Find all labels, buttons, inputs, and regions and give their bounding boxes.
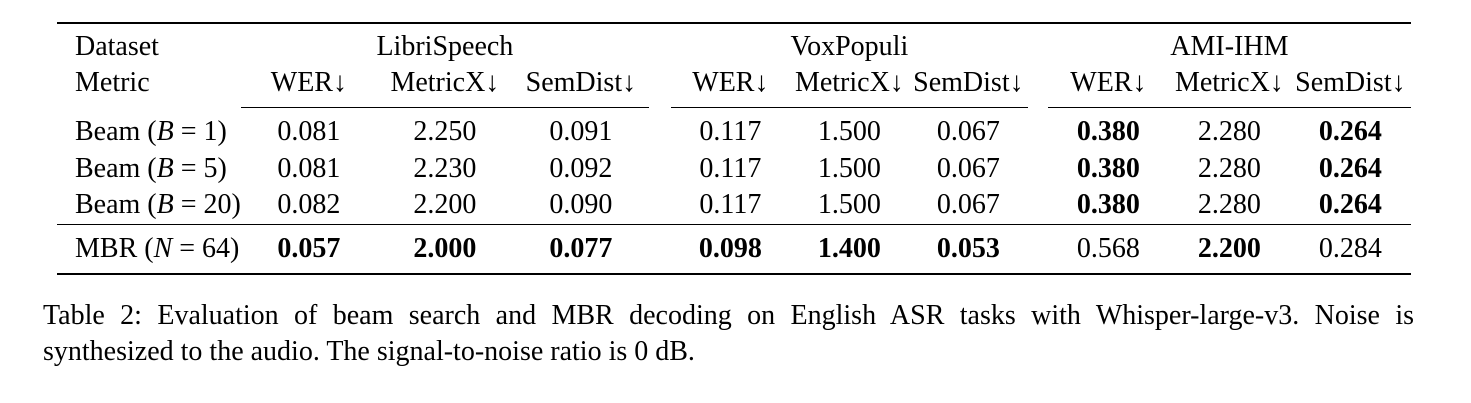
dataset-group-ami-ihm: AMI-IHM (1170, 30, 1289, 62)
value-cell-best: 0.380 (1076, 189, 1140, 221)
value-cell-best: 0.077 (512, 223, 649, 274)
row-label-beam-1: Beam (B = 1) (57, 107, 241, 150)
column-header-ami-metricx: MetricX↓ (1168, 65, 1290, 108)
column-spacer (649, 187, 671, 224)
math-variable: N (153, 232, 173, 264)
dataset-header-row: Dataset LibriSpeech VoxPopuli AMI-IHM (57, 23, 1411, 65)
value-cell-best: 0.053 (908, 223, 1028, 274)
value-cell-best: 2.000 (376, 223, 513, 274)
column-spacer (649, 65, 671, 107)
column-spacer (1028, 150, 1048, 187)
column-header-librispeech-metricx: MetricX↓ (376, 65, 513, 108)
results-table: Dataset LibriSpeech VoxPopuli AMI-IHM Me… (57, 22, 1411, 275)
column-spacer (1028, 23, 1048, 65)
row-label-text: Beam ( (75, 115, 157, 147)
metric-header-row: Metric WER↓ MetricX↓ SemDist↓ WER↓ Metri… (57, 65, 1411, 108)
value-cell: 1.500 (817, 189, 881, 221)
table-row-beam-20: Beam (B = 20) 0.082 2.200 0.090 0.117 1.… (57, 187, 1411, 224)
math-variable: B (156, 152, 174, 184)
metric-header-label: Metric (75, 67, 150, 98)
value-cell: 0.081 (277, 115, 341, 147)
value-cell: 0.081 (277, 152, 341, 184)
value-cell: 0.091 (549, 115, 613, 147)
value-cell: 2.280 (1197, 152, 1261, 184)
dataset-group-voxpopuli: VoxPopuli (790, 30, 909, 62)
column-header-voxpopuli-semdist: SemDist↓ (908, 65, 1028, 108)
row-label-beam-20: Beam (B = 20) (57, 187, 241, 224)
value-cell: 1.500 (817, 115, 881, 147)
column-spacer (1028, 107, 1048, 150)
column-header-librispeech-semdist: SemDist↓ (512, 65, 649, 108)
value-cell-best: 0.380 (1076, 115, 1140, 147)
table-caption: Table 2: Evaluation of beam search and M… (43, 298, 1414, 370)
table-caption-line-1: Table 2: Evaluation of beam search and M… (43, 300, 1414, 331)
column-spacer (1027, 223, 1048, 274)
column-header-voxpopuli-metricx: MetricX↓ (789, 65, 909, 108)
value-cell: 0.067 (936, 152, 1000, 184)
row-label-beam-5: Beam (B = 5) (57, 150, 241, 187)
value-cell: 2.230 (413, 152, 477, 184)
table-row-mbr-64: MBR (N = 64) 0.057 2.000 0.077 0.098 1.4… (57, 223, 1411, 274)
row-label-text: = 64) (172, 232, 240, 264)
dataset-group-librispeech: LibriSpeech (376, 30, 514, 62)
column-spacer (648, 223, 671, 274)
value-cell: 0.117 (699, 152, 762, 184)
value-cell: 1.500 (817, 152, 881, 184)
value-cell-best: 2.200 (1168, 223, 1290, 274)
value-cell-best: 0.098 (670, 223, 790, 274)
row-label-text: = 20) (173, 189, 241, 221)
value-cell: 2.250 (413, 115, 477, 147)
column-spacer (649, 23, 671, 65)
column-header-voxpopuli-wer: WER↓ (670, 65, 790, 108)
value-cell: 0.092 (549, 152, 613, 184)
value-cell: 0.117 (699, 189, 762, 221)
value-cell: 0.568 (1047, 223, 1169, 274)
math-variable: B (156, 115, 174, 147)
table-row-beam-1: Beam (B = 1) 0.081 2.250 0.091 0.117 1.5… (57, 107, 1411, 150)
column-spacer (649, 150, 671, 187)
table-caption-line-2: synthesized to the audio. The signal-to-… (43, 336, 695, 367)
value-cell: 0.067 (936, 189, 1000, 221)
column-header-ami-wer: WER↓ (1047, 65, 1169, 108)
value-cell-best: 0.264 (1318, 115, 1382, 147)
row-label-text: Beam ( (75, 189, 157, 221)
value-cell-best: 1.400 (789, 223, 909, 274)
column-header-ami-semdist: SemDist↓ (1289, 65, 1411, 108)
math-variable: B (156, 189, 174, 221)
column-spacer (1028, 187, 1048, 224)
value-cell: 2.280 (1197, 115, 1261, 147)
row-label-text: = 5) (173, 152, 227, 184)
row-label-text: Beam ( (75, 152, 157, 184)
value-cell-best: 0.264 (1318, 152, 1382, 184)
table-row-beam-5: Beam (B = 5) 0.081 2.230 0.092 0.117 1.5… (57, 150, 1411, 187)
dataset-header-label: Dataset (75, 30, 159, 62)
column-spacer (1028, 65, 1048, 107)
value-cell-best: 0.264 (1318, 189, 1382, 221)
value-cell: 2.200 (413, 189, 477, 221)
row-label-text: MBR ( (75, 232, 154, 264)
row-label-text: = 1) (173, 115, 227, 147)
value-cell-best: 0.380 (1076, 152, 1140, 184)
value-cell: 2.280 (1197, 189, 1261, 221)
value-cell: 0.082 (277, 189, 341, 221)
column-header-librispeech-wer: WER↓ (240, 65, 377, 108)
value-cell: 0.117 (699, 115, 762, 147)
value-cell-best: 0.057 (240, 223, 377, 274)
column-spacer (649, 107, 671, 150)
value-cell: 0.090 (549, 189, 613, 221)
value-cell: 0.284 (1289, 223, 1411, 274)
value-cell: 0.067 (936, 115, 1000, 147)
row-label-mbr-64: MBR (N = 64) (57, 223, 241, 274)
